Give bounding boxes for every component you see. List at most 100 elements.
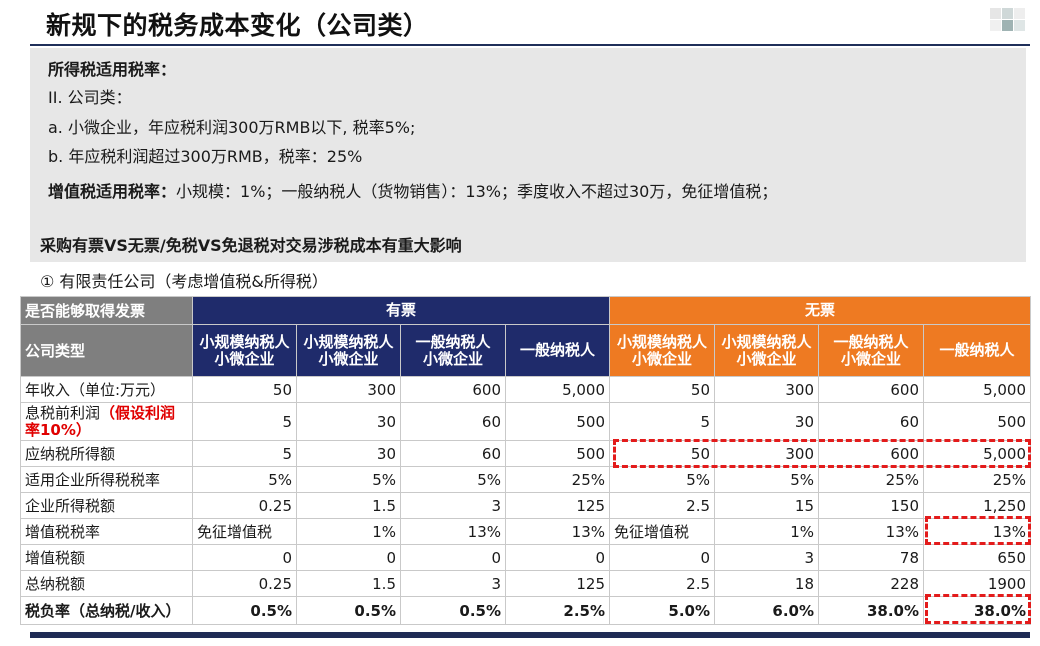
table-cell: 3 [714, 544, 820, 571]
table-cell: 13% [818, 518, 925, 545]
table-cell: 2.5 [609, 570, 716, 597]
table-cell: 2.5 [609, 492, 716, 519]
table-cell: 3 [400, 570, 506, 597]
table-cell: 5 [609, 402, 716, 441]
company-type-cell: 小规模纳税人 小微企业 [609, 324, 716, 377]
tax-rate-info-box: 所得税适用税率： II. 公司类： a. 小微企业，年应税利润300万RMB以下… [30, 48, 1026, 262]
table-cell: 78 [818, 544, 925, 571]
table-cell: 50 [192, 376, 297, 403]
table-row: 息税前利润（假设利润率10%） 5 30 60 500 5 30 60 500 [20, 402, 1032, 441]
table-cell: 1.5 [296, 492, 401, 519]
table-cell: 1,250 [923, 492, 1032, 519]
table-cell: 1% [296, 518, 401, 545]
table-cell: 150 [818, 492, 925, 519]
table-cell: 0 [504, 544, 611, 571]
table-cell: 13% [400, 518, 506, 545]
table-cell: 125 [504, 570, 611, 597]
table-cell: 650 [923, 544, 1032, 571]
table-cell: 5% [192, 466, 297, 493]
table-cell: 500 [923, 402, 1032, 441]
table-cell: 0 [296, 544, 401, 571]
tax-cost-table: 是否能够取得发票 有票 无票 公司类型 小规模纳税人 小微企业 小规模纳税人 小微企业… [20, 296, 1032, 625]
row-label: 年收入（单位:万元） [20, 376, 193, 403]
table-cell: 30 [296, 440, 401, 467]
without-invoice-header: 无票 [609, 296, 1032, 325]
table-cell: 500 [504, 440, 611, 467]
table-cell: 0.5% [400, 596, 506, 625]
company-type-cell: 一般纳税人 小微企业 [400, 324, 506, 377]
table-cell: 0.25 [192, 492, 297, 519]
table-cell: 125 [504, 492, 611, 519]
table-cell: 60 [400, 402, 506, 441]
table-cell: 60 [400, 440, 506, 467]
table-cell: 0.5% [296, 596, 401, 625]
table-cell: 600 [400, 376, 506, 403]
table-cell: 6.0% [714, 596, 820, 625]
table-cell: 5% [296, 466, 401, 493]
table-cell: 5 [192, 440, 297, 467]
table-row: 增值税额 0 0 0 0 0 3 78 650 [20, 544, 1032, 571]
rate-item-b: b. 年应税利润超过300万RMB，税率：25% [48, 147, 363, 166]
table-cell: 300 [714, 376, 820, 403]
vat-rate-line: 增值税适用税率：小规模：1%；一般纳税人（货物销售）：13%；季度收入不超过30… [48, 178, 777, 202]
invoice-question-header: 是否能够取得发票 [20, 296, 193, 325]
company-type-cell: 小规模纳税人 小微企业 [192, 324, 297, 377]
highlight-vat-rate [925, 516, 1031, 545]
table-cell: 0 [400, 544, 506, 571]
company-type-cell: 小规模纳税人 小微企业 [296, 324, 401, 377]
income-tax-heading: 所得税适用税率： [48, 60, 177, 79]
table-cell: 300 [296, 376, 401, 403]
table-cell: 0.25 [192, 570, 297, 597]
table-cell: 25% [504, 466, 611, 493]
table-cell: 0 [609, 544, 716, 571]
table-cell: 13% [923, 518, 1032, 545]
row-label-note: （假设利润率10%） [25, 403, 176, 439]
row-label: 增值税税率 [20, 518, 193, 545]
table-cell: 228 [818, 570, 925, 597]
table-cell: 18 [714, 570, 820, 597]
table-row: 企业所得税额 0.25 1.5 3 125 2.5 15 150 1,250 [20, 492, 1032, 519]
table-cell: 600 [818, 376, 925, 403]
table-cell: 0.5% [192, 596, 297, 625]
table-cell: 0 [192, 544, 297, 571]
table-cell: 1.5 [296, 570, 401, 597]
table-cell: 5 [192, 402, 297, 441]
table-cell: 15 [714, 492, 820, 519]
table-cell: 500 [504, 402, 611, 441]
table-cell: 25% [818, 466, 925, 493]
row-label: 总纳税额 [20, 570, 193, 597]
table-row: 应纳税所得额 5 30 60 500 50 300 600 5,000 [20, 440, 1032, 467]
row-label: 增值税额 [20, 544, 193, 571]
table-cell: 5% [714, 466, 820, 493]
table-cell: 5,000 [504, 376, 611, 403]
vat-heading: 增值税适用税率： [48, 182, 177, 201]
row-label: 适用企业所得税税率 [20, 466, 193, 493]
table-row: 年收入（单位:万元） 50 300 600 5,000 50 300 600 5,000 [20, 376, 1032, 403]
with-invoice-header: 有票 [191, 296, 611, 325]
row-label: 息税前利润（假设利润率10%） [20, 402, 193, 441]
table-cell: 13% [504, 518, 611, 545]
table-subtitle: ① 有限责任公司（考虑增值税&所得税） [40, 272, 328, 291]
footer-bar [30, 632, 1030, 638]
table-cell: 38.0% [923, 596, 1032, 625]
table-cell: 60 [818, 402, 925, 441]
table-row: 总纳税额 0.25 1.5 3 125 2.5 18 228 1900 [20, 570, 1032, 597]
table-row: 适用企业所得税税率 5% 5% 5% 25% 5% 5% 25% 25% [20, 466, 1032, 493]
table-cell: 5% [609, 466, 716, 493]
table-row: 增值税税率 免征增值税 1% 13% 13% 免征增值税 1% 13% 13% [20, 518, 1032, 545]
table-cell: 30 [296, 402, 401, 441]
table-cell: 5.0% [609, 596, 716, 625]
highlight-taxable-income [613, 439, 1031, 468]
company-type-cell: 小规模纳税人 小微企业 [714, 324, 820, 377]
row-label: 企业所得税额 [20, 492, 193, 519]
table-cell: 1900 [923, 570, 1032, 597]
company-type-header: 公司类型 [20, 324, 193, 377]
impact-statement: 采购有票VS无票/免税VS免退税对交易涉税成本有重大影响 [40, 236, 462, 255]
row-label-text: 息税前利润 [25, 403, 101, 422]
row-label: 税负率（总纳税/收入） [20, 596, 193, 625]
table-cell: 3 [400, 492, 506, 519]
table-cell: 2.5% [504, 596, 611, 625]
table-cell: 免征增值税 [192, 518, 297, 545]
vat-text: 小规模：1%；一般纳税人（货物销售）：13%；季度收入不超过30万，免征增值税； [176, 182, 778, 201]
table-cell: 30 [714, 402, 820, 441]
